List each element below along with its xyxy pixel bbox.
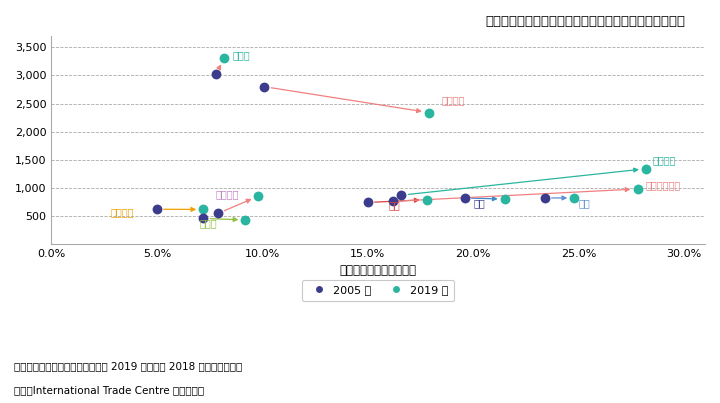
Text: フランス: フランス	[216, 189, 240, 199]
X-axis label: 輸入に占める中国の割合: 輸入に占める中国の割合	[340, 264, 417, 277]
Point	[640, 166, 652, 172]
Text: メキシコ: メキシコ	[441, 95, 465, 105]
Point	[240, 217, 251, 223]
Point	[258, 83, 270, 90]
Point	[197, 206, 209, 213]
Point	[499, 196, 510, 202]
Text: 輸入先集中度（ハーフィンダール・ハーシュマン指数）: 輸入先集中度（ハーフィンダール・ハーシュマン指数）	[485, 15, 685, 28]
Text: 日本: 日本	[578, 198, 590, 208]
Text: ドイツ: ドイツ	[199, 218, 217, 228]
Point	[387, 198, 399, 205]
Text: ベトナム: ベトナム	[652, 155, 676, 165]
Text: 韓国: 韓国	[473, 199, 485, 209]
Point	[569, 195, 580, 201]
Point	[212, 210, 224, 217]
Point	[252, 193, 264, 199]
Point	[210, 71, 222, 77]
Point	[631, 186, 643, 192]
Text: インドネシア: インドネシア	[646, 180, 681, 190]
Point	[362, 199, 374, 206]
Point	[421, 196, 433, 203]
Text: カナダ: カナダ	[233, 50, 251, 60]
Point	[219, 55, 230, 61]
Point	[396, 192, 408, 198]
Text: 米国: 米国	[389, 200, 400, 210]
Legend: 2005 年, 2019 年: 2005 年, 2019 年	[302, 280, 454, 301]
Text: 資料：International Trade Centre から作成。: 資料：International Trade Centre から作成。	[14, 385, 204, 395]
Text: 備考：インドネシア、ベトナムの 2019 年数値は 2018 年数値を使用。: 備考：インドネシア、ベトナムの 2019 年数値は 2018 年数値を使用。	[14, 361, 243, 371]
Point	[459, 195, 470, 201]
Point	[197, 215, 209, 222]
Point	[539, 195, 551, 201]
Text: スペイン: スペイン	[110, 208, 134, 218]
Point	[423, 109, 435, 116]
Point	[151, 206, 163, 212]
